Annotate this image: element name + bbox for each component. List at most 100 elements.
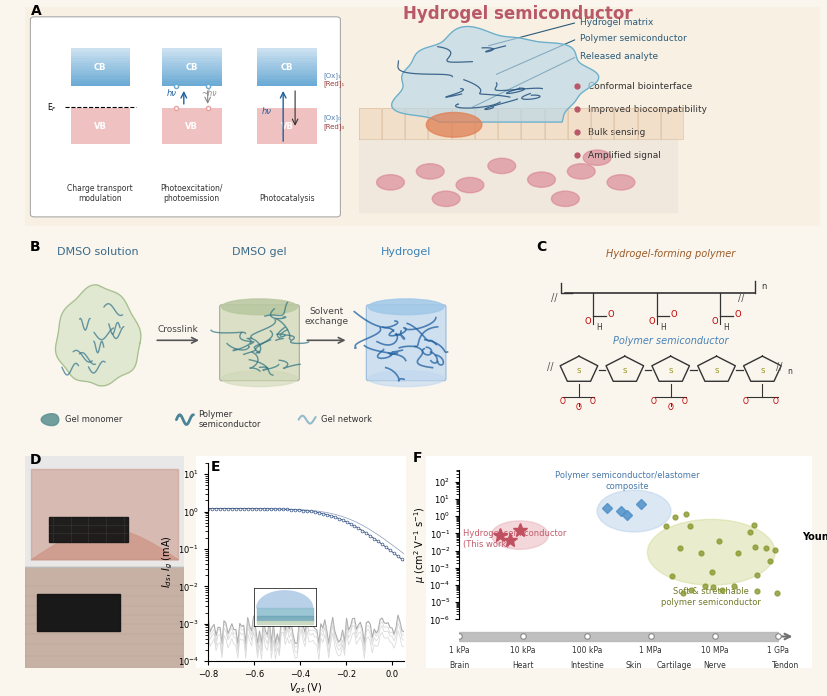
Text: Crosslink: Crosslink [158, 325, 198, 334]
Text: [Red]₁: [Red]₁ [323, 80, 344, 86]
Text: H: H [596, 324, 601, 333]
Polygon shape [590, 109, 613, 139]
Ellipse shape [456, 177, 483, 193]
FancyBboxPatch shape [219, 305, 299, 381]
Bar [162, 68, 222, 71]
Text: Intestine: Intestine [570, 661, 603, 670]
Polygon shape [567, 109, 590, 139]
Bar [70, 71, 130, 74]
Text: ~hν: ~hν [201, 89, 217, 97]
Text: CB: CB [185, 63, 198, 72]
Bar [257, 76, 317, 79]
Text: Photocatalysis: Photocatalysis [259, 194, 314, 203]
Polygon shape [358, 139, 676, 212]
Text: DMSO gel: DMSO gel [232, 246, 286, 257]
Text: Hydrogel: Hydrogel [380, 246, 431, 257]
Polygon shape [391, 26, 598, 122]
Ellipse shape [527, 172, 555, 187]
Text: hν: hν [166, 89, 176, 97]
Polygon shape [428, 109, 450, 139]
Text: Charge transport
modulation: Charge transport modulation [67, 184, 133, 203]
Bar [70, 74, 130, 76]
Bar [257, 109, 317, 144]
Text: Polymer semiconductor: Polymer semiconductor [580, 34, 686, 43]
Text: CB: CB [94, 63, 107, 72]
Text: 1 GPa: 1 GPa [767, 646, 788, 655]
Text: [Ox]₀: [Ox]₀ [323, 114, 340, 121]
Text: Solvent
exchange: Solvent exchange [304, 306, 348, 326]
Ellipse shape [432, 191, 460, 207]
Bar [70, 109, 130, 144]
Text: O: O [576, 403, 581, 412]
Text: O: O [734, 310, 740, 319]
Polygon shape [381, 109, 404, 139]
Polygon shape [614, 109, 636, 139]
Text: 10 kPa: 10 kPa [509, 646, 535, 655]
Polygon shape [521, 109, 543, 139]
Text: H: H [659, 324, 665, 333]
Text: //: // [737, 292, 743, 303]
Polygon shape [475, 109, 496, 139]
Bar [257, 63, 317, 66]
Text: //: // [547, 362, 553, 372]
Text: S: S [714, 367, 718, 374]
Text: Skin: Skin [625, 661, 642, 670]
Text: n: n [760, 282, 766, 291]
Bar [70, 56, 130, 58]
Bar [257, 79, 317, 81]
Text: DMSO solution: DMSO solution [57, 246, 139, 257]
Bar [162, 61, 222, 63]
Text: B: B [30, 240, 41, 254]
Bar [162, 109, 222, 144]
Bar [162, 81, 222, 84]
Ellipse shape [222, 299, 297, 315]
Ellipse shape [566, 164, 595, 179]
Bar [70, 61, 130, 63]
Ellipse shape [368, 371, 443, 387]
Bar [70, 76, 130, 79]
Bar [257, 58, 317, 61]
Bar [70, 79, 130, 81]
Text: Nerve: Nerve [702, 661, 725, 670]
Bar [257, 56, 317, 58]
Bar [257, 71, 317, 74]
Bar [257, 51, 317, 53]
Ellipse shape [222, 371, 297, 387]
Bar [70, 53, 130, 56]
Ellipse shape [368, 299, 443, 315]
Text: Hydrogel semiconductor: Hydrogel semiconductor [403, 5, 632, 23]
Text: O: O [584, 317, 590, 326]
Bar [162, 48, 222, 51]
Text: Hydrogel matrix: Hydrogel matrix [580, 18, 653, 27]
Ellipse shape [487, 158, 515, 173]
Bar [70, 48, 130, 51]
Text: //: // [776, 362, 782, 372]
Bar [257, 66, 317, 68]
Polygon shape [41, 413, 59, 425]
Text: F: F [412, 451, 421, 466]
Ellipse shape [376, 175, 404, 190]
Text: Polymer
semiconductor: Polymer semiconductor [198, 410, 261, 429]
Text: D: D [30, 453, 41, 467]
Text: O: O [742, 397, 748, 406]
Text: 1 MPa: 1 MPa [638, 646, 662, 655]
FancyBboxPatch shape [366, 305, 446, 381]
Bar [70, 84, 130, 86]
Text: Tendon: Tendon [771, 661, 798, 670]
Polygon shape [660, 109, 682, 139]
Text: n: n [786, 367, 791, 376]
Ellipse shape [596, 490, 670, 532]
Text: Hydrogel-forming polymer: Hydrogel-forming polymer [605, 249, 734, 260]
Polygon shape [404, 109, 427, 139]
Text: Amplified signal: Amplified signal [587, 151, 660, 160]
Text: S: S [759, 367, 763, 374]
Text: Improved biocompatibility: Improved biocompatibility [587, 105, 705, 114]
Text: Heart: Heart [512, 661, 533, 670]
Polygon shape [498, 109, 519, 139]
Text: [Red]₀: [Red]₀ [323, 124, 344, 130]
Polygon shape [256, 591, 313, 608]
Bar [257, 61, 317, 63]
Text: Bulk sensing: Bulk sensing [587, 128, 644, 137]
Text: Released analyte: Released analyte [580, 52, 657, 61]
Bar [70, 51, 130, 53]
